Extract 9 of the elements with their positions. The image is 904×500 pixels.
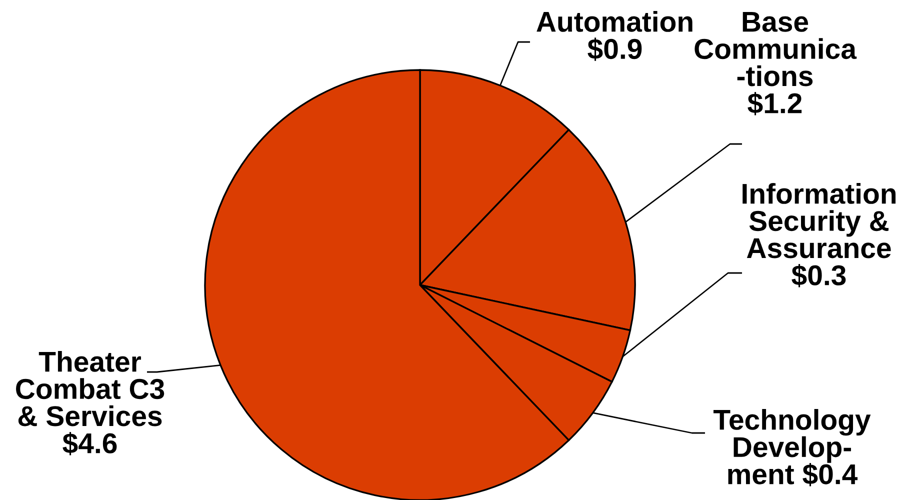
data-label: $0.9 <box>588 38 642 61</box>
data-label: $1.2 <box>748 92 802 116</box>
slice-label: Technology Develop- ment $0.4 <box>713 409 871 486</box>
data-label: $0.3 <box>792 264 846 288</box>
data-label: $4.6 <box>62 432 117 456</box>
slice-label: Base Communica -tions <box>694 12 857 86</box>
slice-label: Automation <box>536 11 692 32</box>
slice-label: Information Security & Assurance <box>742 183 896 258</box>
slice-label: Theater Combat C3 & Services <box>16 351 164 426</box>
